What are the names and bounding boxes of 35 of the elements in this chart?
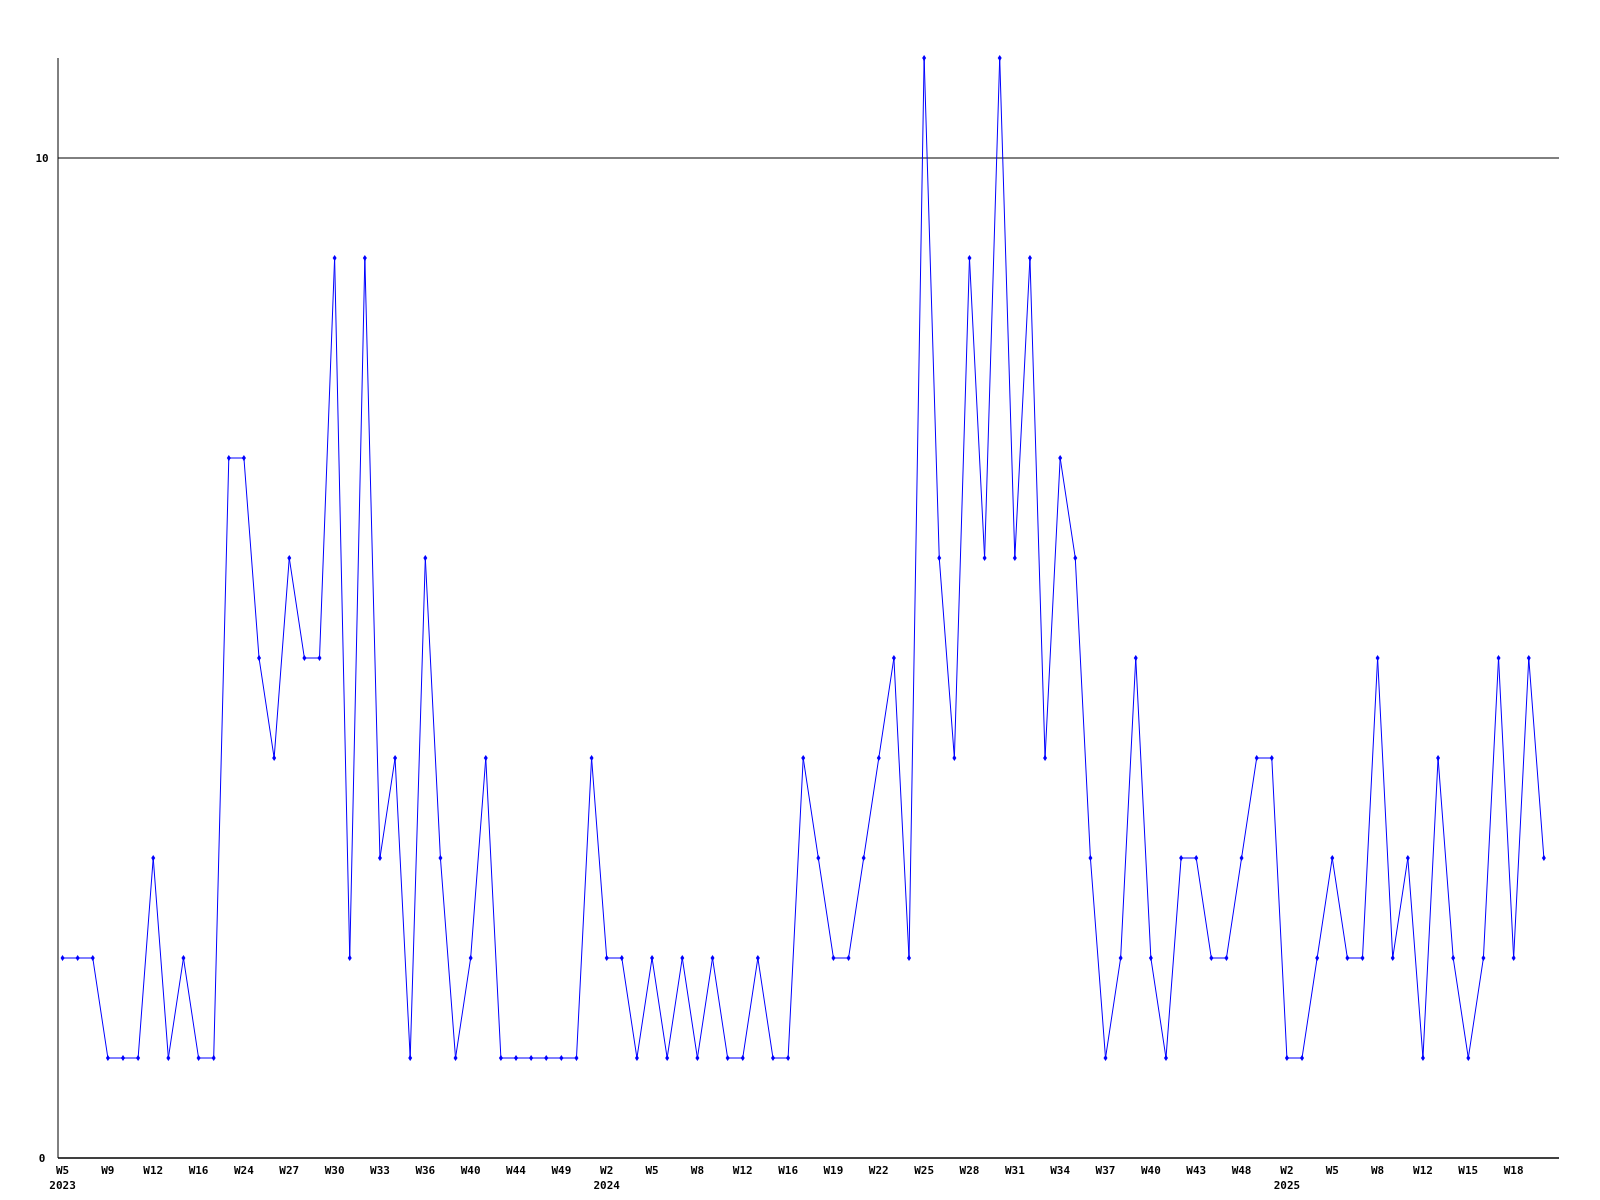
- y-tick-label: 10: [35, 151, 49, 165]
- x-tick-label: W16: [778, 1164, 799, 1177]
- x-tick-label: W24: [233, 1164, 255, 1177]
- x-tick-label: W12: [1413, 1164, 1433, 1177]
- x-tick-label: W22: [868, 1164, 889, 1177]
- x-tick-label: W40: [460, 1164, 481, 1177]
- x-tick-label: W12: [143, 1164, 164, 1177]
- x-tick-label: W34: [1050, 1164, 1071, 1177]
- x-tick-label: W2 2025: [1273, 1164, 1301, 1192]
- x-tick-label: W2 2024: [593, 1164, 621, 1192]
- x-tick-label: W48: [1231, 1164, 1252, 1177]
- x-tick-label: W27: [279, 1164, 300, 1177]
- x-tick-label: W5: [1325, 1164, 1339, 1177]
- x-tick-label: W44: [506, 1164, 527, 1177]
- x-tick-label: W8: [690, 1164, 705, 1177]
- y-tick-label: 0: [38, 1151, 46, 1165]
- x-tick-label: W40: [1140, 1164, 1161, 1177]
- x-tick-label: W19: [823, 1164, 844, 1177]
- x-tick-label: W8: [1370, 1164, 1385, 1177]
- x-tick-label: W31: [1004, 1164, 1026, 1177]
- x-tick-label: W16: [188, 1164, 209, 1177]
- x-tick-label: W37: [1095, 1164, 1116, 1177]
- x-tick-label: W43: [1186, 1164, 1207, 1177]
- x-tick-label: W15: [1458, 1164, 1479, 1177]
- x-tick-label: W33: [370, 1164, 390, 1177]
- x-tick-label: W12: [732, 1164, 753, 1177]
- x-tick-label: W36: [415, 1164, 436, 1177]
- x-tick-label: W9: [101, 1164, 115, 1177]
- x-tick-label: W5 2023: [49, 1164, 76, 1192]
- x-tick-label: W28: [959, 1164, 980, 1177]
- x-tick-label: W18: [1503, 1164, 1524, 1177]
- x-tick-label: W5: [645, 1164, 659, 1177]
- x-tick-label: W30: [324, 1164, 345, 1177]
- x-tick-label: W25: [914, 1164, 935, 1177]
- x-tick-label: W49: [551, 1164, 572, 1177]
